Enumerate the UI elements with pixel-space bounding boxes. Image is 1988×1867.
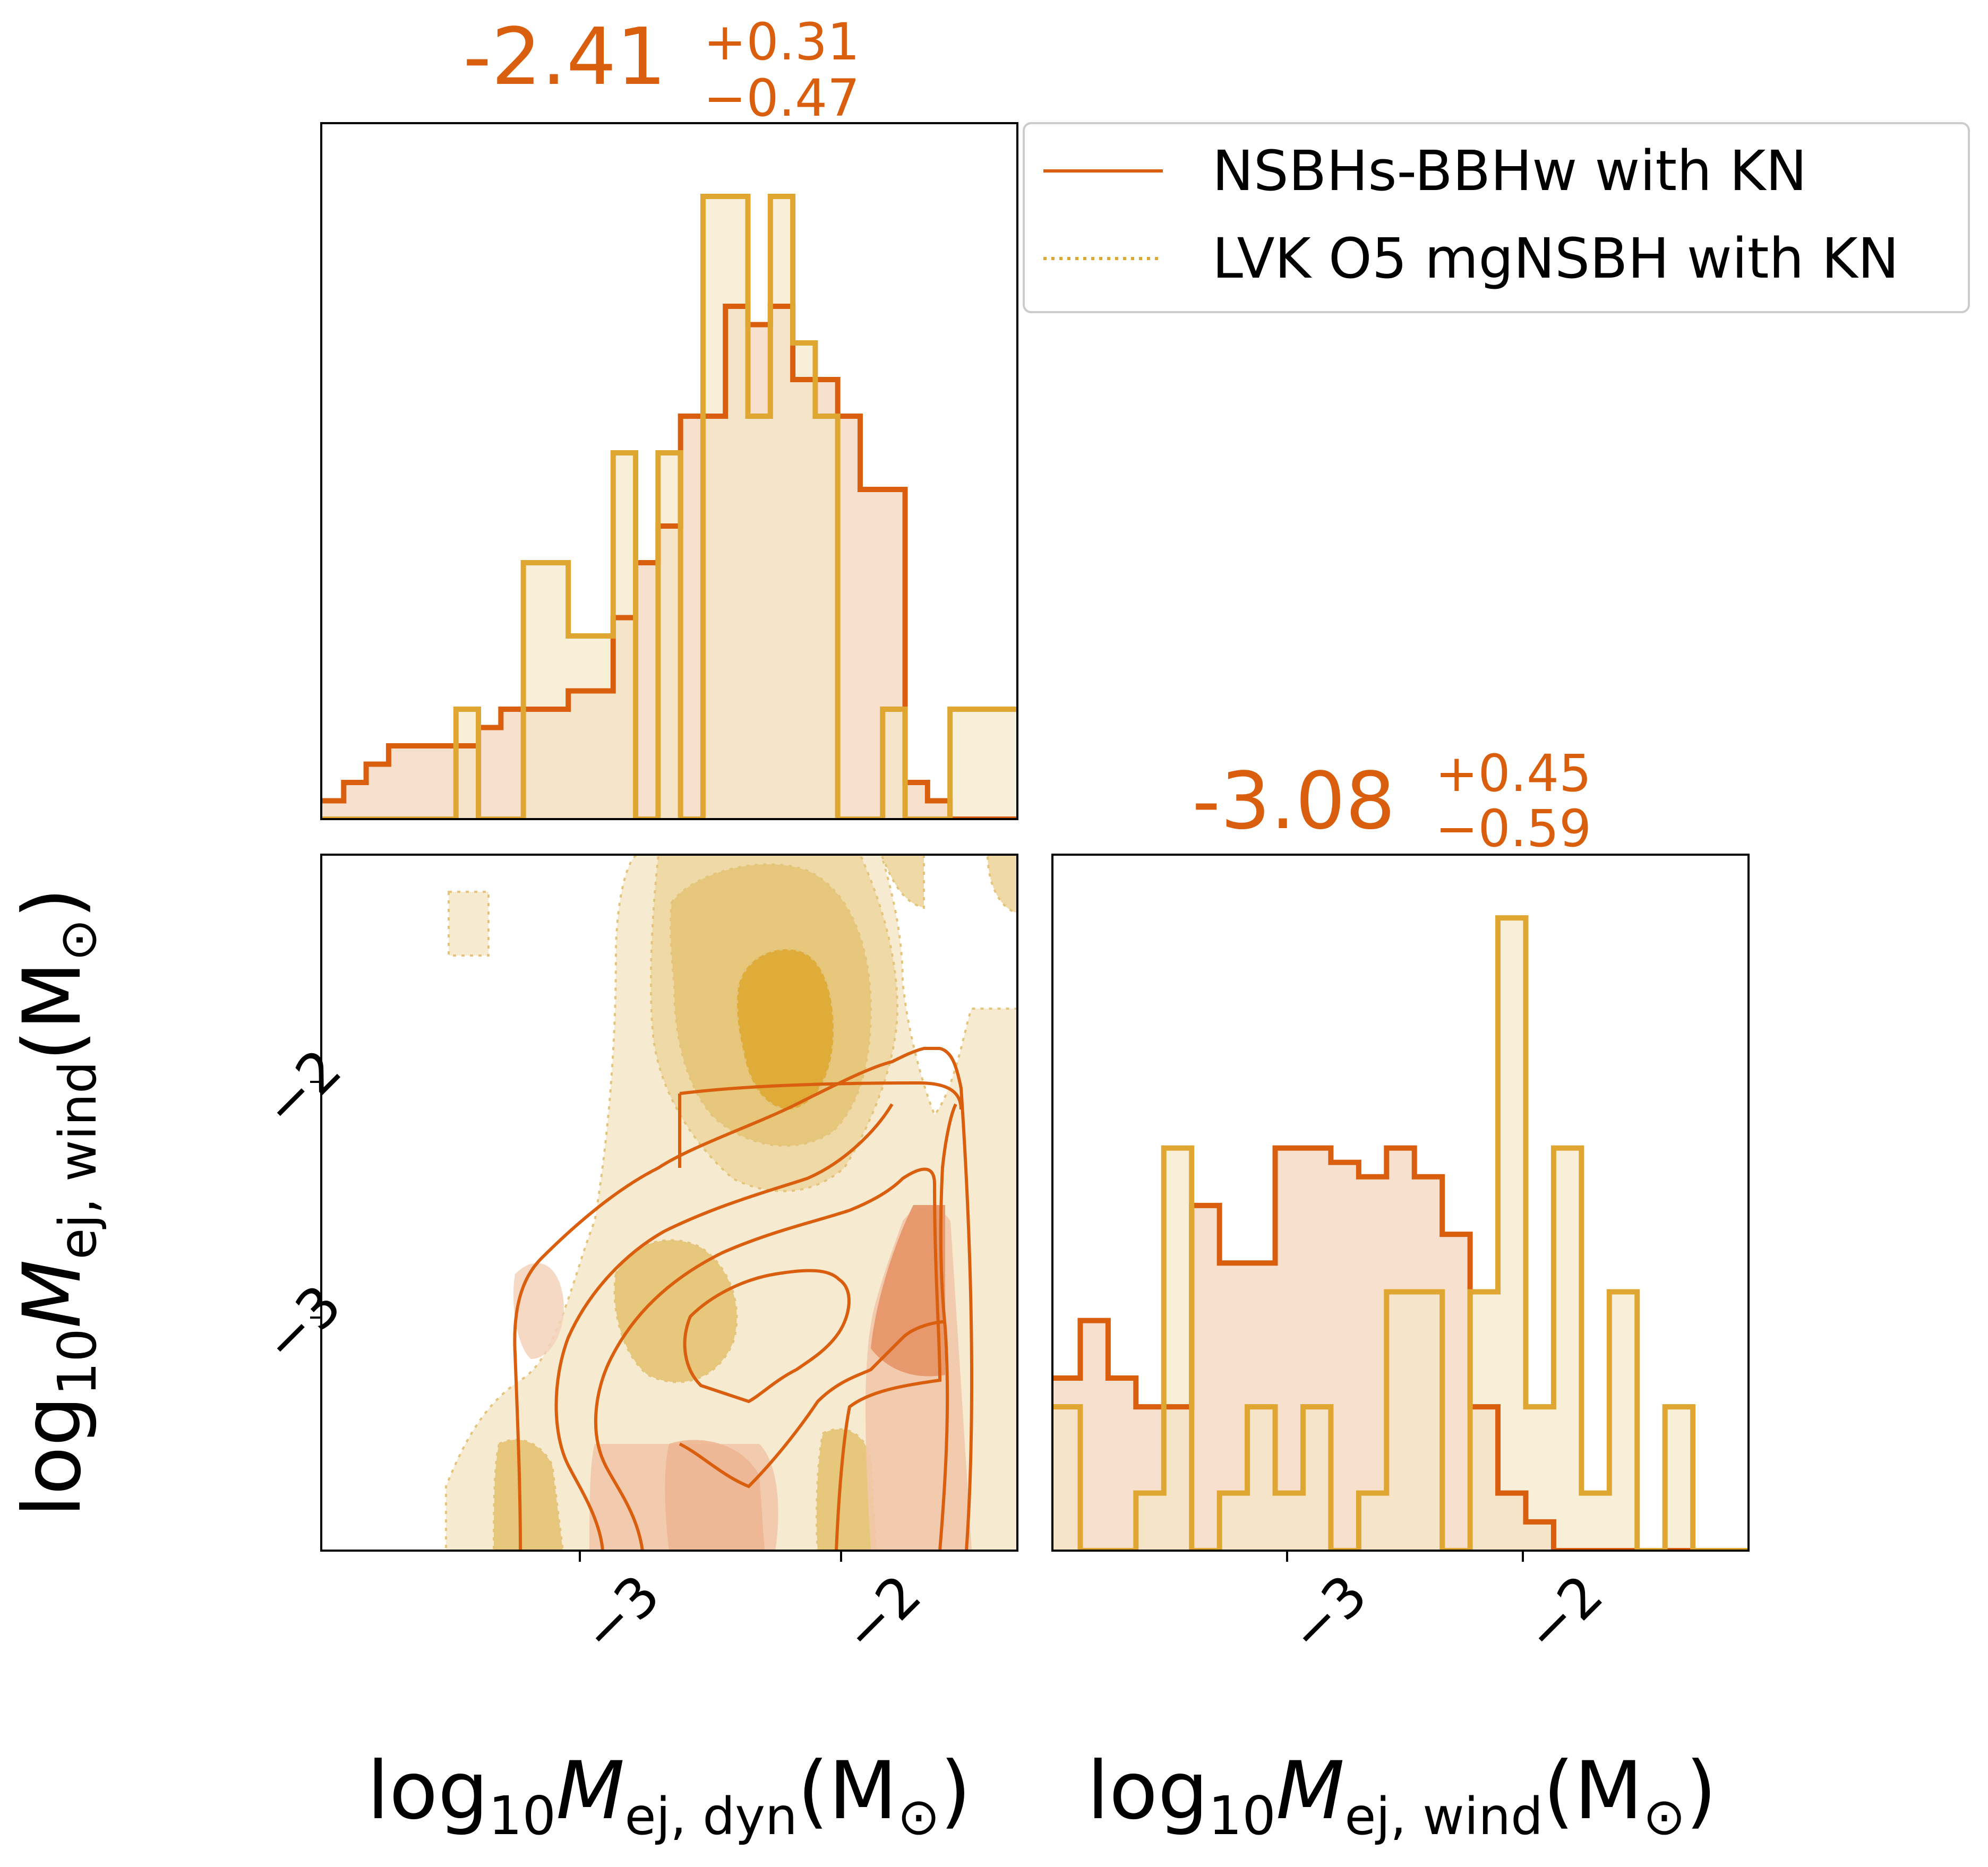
legend: NSBHs-BBHw with KN LVK O5 mgNSBH with KN (1023, 122, 1970, 313)
x-ticklabel-wind-m2: −2 (1512, 1562, 1615, 1666)
nsbh-contour-mid (594, 1167, 942, 1551)
title-dyn-median: -2.41 (463, 11, 666, 102)
histogram-dyn-frame (320, 122, 1018, 820)
title-dyn-plus: +0.31 (704, 12, 860, 72)
histogram-dyn-bars (321, 194, 1017, 819)
nsbh-density-level-1 (513, 1263, 564, 1359)
histogram-wind-frame (1051, 854, 1750, 1552)
title-dyn-minus: −0.47 (704, 68, 860, 128)
nsbh-contour-lines (513, 1047, 974, 1551)
x-ticklabel-dyn-m2: −2 (830, 1562, 933, 1666)
nsbh-contour-outer (513, 1047, 974, 1551)
lvk-density-level-3c (493, 1439, 564, 1551)
x-axis-label-dyn: log10Mej, dyn(M⊙) (367, 1745, 971, 1847)
lvk-density-level-2c (986, 855, 1017, 915)
legend-label-nsbh: NSBHs-BBHw with KN (1212, 139, 1807, 203)
lvk-density-level-3b (613, 1239, 738, 1383)
contour-area (321, 855, 1017, 1551)
histogram-dyn-panel (320, 122, 1018, 820)
nsbh-contour-inner (683, 1269, 851, 1404)
title-wind-plus: +0.45 (1435, 744, 1591, 803)
nsbh-contour-inner-lower (679, 1320, 946, 1489)
lvk-density-level-2b (880, 855, 925, 909)
nsbh-density-level-2b (871, 1205, 945, 1376)
y-ticklabel-m2: −2 (250, 1037, 354, 1140)
nsbh-contour-left (554, 1103, 894, 1551)
title-wind-minus: −0.59 (1435, 799, 1591, 858)
y-axis-label-wind: log10Mej, wind(M⊙) (6, 888, 108, 1517)
contour-panel (320, 854, 1018, 1552)
nsbh-density-level-2 (665, 1440, 765, 1551)
title-wind-median: -3.08 (1192, 755, 1395, 847)
nsbh-contour-top (678, 1081, 963, 1168)
legend-frame (1023, 122, 1970, 313)
histogram-wind-panel (1051, 854, 1750, 1552)
title-wind: -3.08 +0.45 −0.59 (1192, 744, 1591, 858)
x-ticklabel-dyn-m3: −3 (569, 1562, 672, 1666)
histogram-wind-bars (1052, 915, 1749, 1551)
hist-wind-step-0 (1052, 1145, 1749, 1551)
x-ticklabel-wind-m3: −3 (1276, 1562, 1379, 1666)
nsbh-contour-right (938, 1103, 957, 1551)
ticks (310, 1081, 1524, 1562)
legend-label-lvk: LVK O5 mgNSBH with KN (1212, 226, 1899, 291)
x-axis-label-wind: log10Mej, wind(M⊙) (1087, 1745, 1717, 1847)
y-ticklabel-m3: −3 (250, 1272, 354, 1376)
lvk-density (321, 855, 1017, 1551)
hist-wind-fill-1 (1052, 918, 1749, 1551)
hist-dyn-step-1 (321, 194, 1017, 819)
lvk-density-level-4 (736, 948, 835, 1111)
contour-frame (320, 854, 1018, 1552)
hist-dyn-fill-1 (321, 196, 1017, 819)
hist-wind-step-1 (1052, 915, 1749, 1551)
title-dyn: -2.41 +0.31 −0.47 (463, 11, 860, 128)
lvk-density-blob (448, 891, 490, 957)
